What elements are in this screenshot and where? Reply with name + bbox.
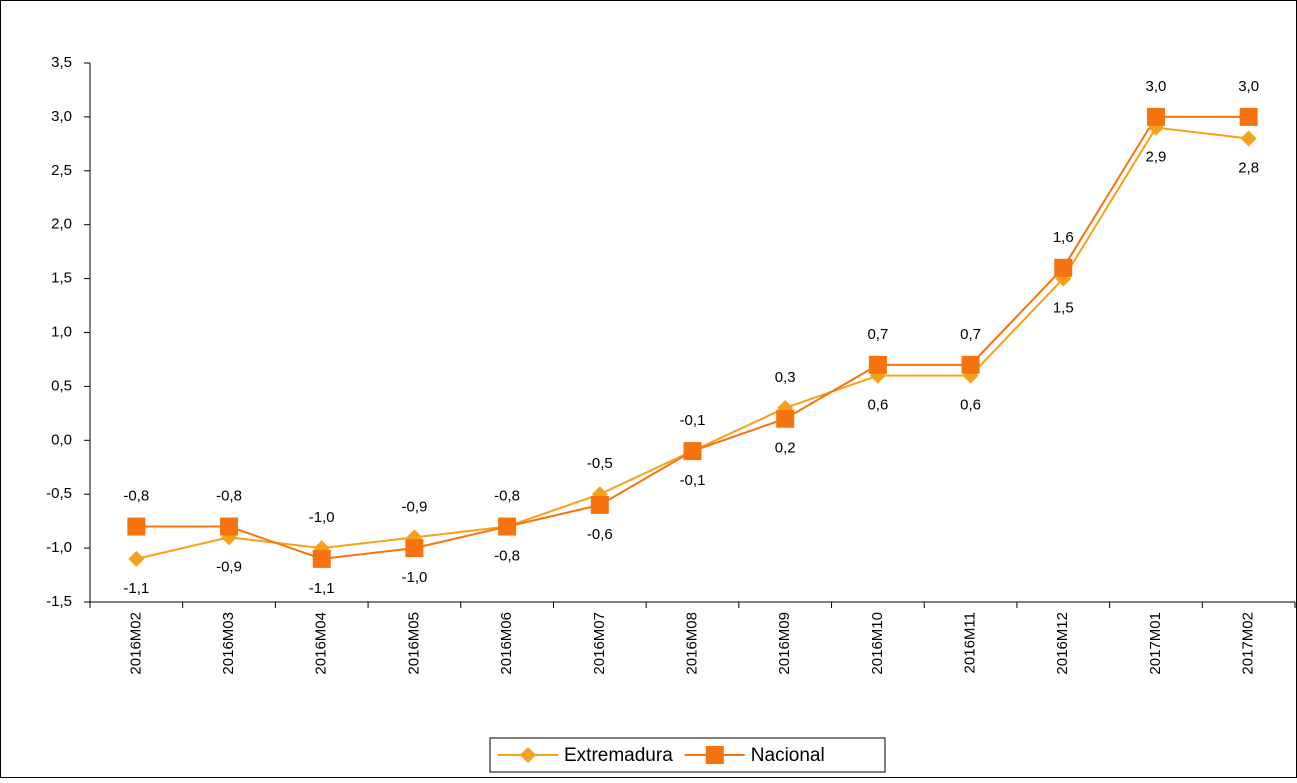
data-point — [312, 549, 331, 568]
data-label: -0,8 — [216, 488, 242, 505]
x-tick-label: 2017M02 — [1240, 612, 1257, 675]
data-point — [405, 539, 424, 558]
y-tick-label: -1,0 — [46, 539, 72, 556]
data-label: -0,8 — [494, 488, 520, 505]
data-point — [1146, 107, 1165, 126]
x-tick-label: 2016M12 — [1054, 612, 1071, 675]
data-label: 0,3 — [775, 369, 796, 386]
data-point — [776, 409, 795, 428]
data-label: 0,7 — [867, 326, 888, 343]
data-label: 2,9 — [1146, 149, 1167, 166]
data-label: 0,6 — [960, 397, 981, 414]
data-label: -0,8 — [494, 548, 520, 565]
legend-marker — [520, 747, 536, 763]
data-label: 1,6 — [1053, 229, 1074, 246]
data-point — [220, 517, 239, 536]
y-tick-label: 3,0 — [51, 108, 72, 125]
data-point — [961, 355, 980, 374]
x-tick-label: 2016M08 — [683, 612, 700, 675]
x-tick-label: 2016M10 — [869, 612, 886, 675]
data-point — [590, 495, 609, 514]
y-tick-label: 3,5 — [51, 54, 72, 71]
data-label: 0,7 — [960, 326, 981, 343]
data-point — [1239, 107, 1258, 126]
data-label: -0,6 — [587, 526, 613, 543]
data-label: 3,0 — [1238, 78, 1259, 95]
x-tick-label: 2016M03 — [220, 612, 237, 675]
data-label: -0,5 — [587, 455, 613, 472]
legend-label: Nacional — [751, 745, 825, 766]
data-label: -0,8 — [123, 488, 149, 505]
data-point — [128, 550, 145, 567]
data-label: 0,2 — [775, 440, 796, 457]
x-tick-label: 2016M02 — [127, 612, 144, 675]
data-point — [498, 517, 517, 536]
legend: Extremadura Nacional — [489, 737, 886, 773]
y-tick-label: 0,0 — [51, 431, 72, 448]
data-point — [868, 355, 887, 374]
data-point — [1240, 130, 1257, 147]
x-tick-label: 2016M06 — [498, 612, 515, 675]
data-label: 1,5 — [1053, 300, 1074, 317]
x-tick-label: 2017M01 — [1147, 612, 1164, 675]
y-tick-label: -0,5 — [46, 485, 72, 502]
x-tick-label: 2016M07 — [591, 612, 608, 675]
data-point — [683, 442, 702, 461]
x-tick-label: 2016M05 — [405, 612, 422, 675]
data-label: -0,1 — [680, 412, 706, 429]
x-tick-label: 2016M04 — [313, 612, 330, 675]
y-tick-label: -1,5 — [46, 593, 72, 610]
y-tick-label: 1,5 — [51, 270, 72, 287]
data-label: -0,9 — [401, 498, 427, 515]
legend-marker — [705, 746, 724, 764]
y-tick-label: 2,0 — [51, 216, 72, 233]
data-label: -1,1 — [309, 580, 335, 597]
y-tick-label: 0,5 — [51, 377, 72, 394]
y-tick-label: 1,0 — [51, 323, 72, 340]
legend-label: Extremadura — [564, 745, 673, 766]
x-tick-label: 2016M09 — [776, 612, 793, 675]
data-label: -1,1 — [123, 580, 149, 597]
data-label: -0,1 — [680, 472, 706, 489]
data-label: -1,0 — [309, 509, 335, 526]
data-label: 2,8 — [1238, 159, 1259, 176]
data-label: 3,0 — [1146, 78, 1167, 95]
x-tick-label: 2016M11 — [962, 612, 979, 673]
data-point — [1054, 258, 1073, 277]
y-tick-label: 2,5 — [51, 162, 72, 179]
data-label: 0,6 — [867, 397, 888, 414]
data-point — [127, 517, 146, 536]
data-label: -1,0 — [401, 569, 427, 586]
data-label: -0,9 — [216, 558, 242, 575]
